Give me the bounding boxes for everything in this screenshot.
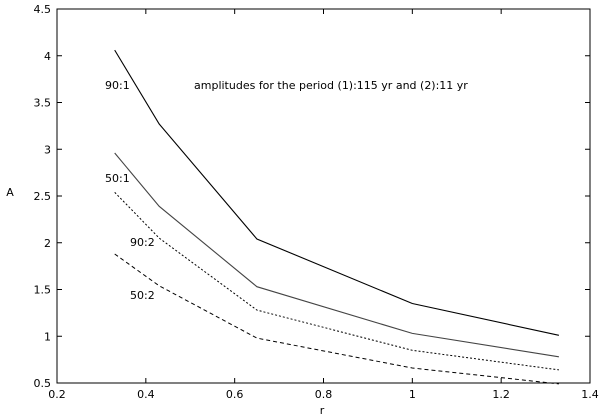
y-tick-label: 1.5 xyxy=(34,284,52,297)
axis-ticks: 0.2 0.4 0.6 0.8 1 1.2 1.4 0.5 1 1.5 2 2.5 3 3.5 4 4.5 xyxy=(34,3,599,401)
x-tick-label: 0.4 xyxy=(137,388,155,401)
y-tick-label: 2 xyxy=(44,237,51,250)
series-label: 50:1 xyxy=(105,172,130,185)
x-tick-label: 1.2 xyxy=(492,388,510,401)
x-axis-label: r xyxy=(320,404,325,417)
series-label: 50:2 xyxy=(130,289,155,302)
x-tick-label: 0.2 xyxy=(48,388,66,401)
y-tick-label: 0.5 xyxy=(34,377,52,390)
x-tick-label: 1 xyxy=(409,388,416,401)
y-tick-label: 3.5 xyxy=(34,97,52,110)
series-lines xyxy=(114,49,560,385)
series-label: 90:1 xyxy=(105,79,130,92)
y-tick-label: 4.5 xyxy=(34,3,52,16)
y-tick-label: 2.5 xyxy=(34,190,52,203)
series-line-90-2 xyxy=(114,191,559,371)
y-axis-label: A xyxy=(6,186,14,199)
x-tick-label: 1.4 xyxy=(581,388,599,401)
series-line-50-1 xyxy=(114,152,559,358)
series-line-50-2 xyxy=(114,253,559,385)
series-labels: 90:1 50:1 90:2 50:2 xyxy=(105,79,155,302)
series-label: 90:2 xyxy=(130,236,155,249)
y-tick-label: 4 xyxy=(44,50,51,63)
y-tick-label: 1 xyxy=(44,330,51,343)
y-tick-label: 3 xyxy=(44,143,51,156)
chart-annotation: amplitudes for the period (1):115 yr and… xyxy=(194,79,468,92)
x-tick-label: 0.6 xyxy=(226,388,244,401)
x-tick-label: 0.8 xyxy=(315,388,333,401)
series-line-90-1 xyxy=(114,49,560,336)
